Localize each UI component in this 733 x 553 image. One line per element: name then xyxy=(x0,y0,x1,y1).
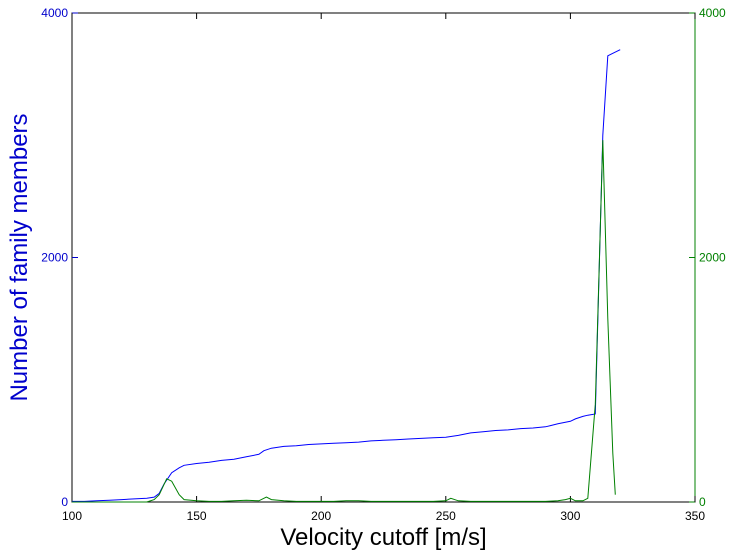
right-y-tick-label: 2000 xyxy=(699,251,726,265)
right-y-axis: 0 2000 4000 xyxy=(689,6,726,509)
x-tick-label: 200 xyxy=(311,509,331,523)
left-y-axis: 0 2000 4000 xyxy=(41,6,78,509)
x-tick-label: 150 xyxy=(187,509,207,523)
x-tick-label: 250 xyxy=(436,509,456,523)
x-tick-label: 350 xyxy=(685,509,705,523)
left-y-tick-label: 0 xyxy=(61,495,68,509)
left-y-tick-label: 2000 xyxy=(41,251,68,265)
y-axis-title: Number of family members xyxy=(6,113,33,401)
x-axis: 100 150 200 250 300 350 xyxy=(62,13,705,523)
right-y-tick-label: 4000 xyxy=(699,6,726,20)
right-axis-series-line xyxy=(72,140,616,503)
left-axis-series-line xyxy=(72,49,621,502)
right-y-tick-label: 0 xyxy=(699,495,706,509)
x-tick-label: 300 xyxy=(560,509,580,523)
left-y-tick-label: 4000 xyxy=(41,6,68,20)
plot-area-frame xyxy=(71,12,696,503)
x-tick-label: 100 xyxy=(62,509,82,523)
series-layer xyxy=(72,49,621,503)
x-axis-title: Velocity cutoff [m/s] xyxy=(280,524,486,551)
